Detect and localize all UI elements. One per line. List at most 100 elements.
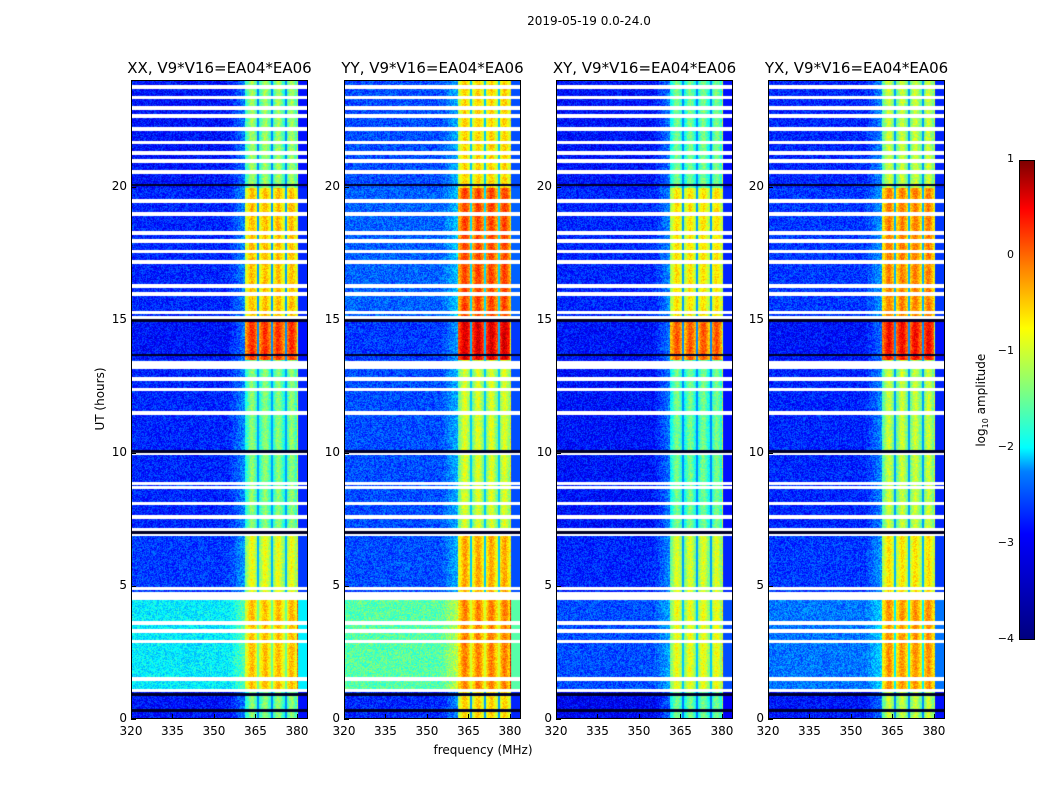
colorbar-tick-label: −3 (997, 536, 1014, 549)
y-tick-label: 20 (111, 178, 127, 193)
x-tick-mark (385, 714, 387, 719)
x-tick-label: 365 (457, 724, 480, 738)
y-tick-mark (768, 719, 773, 720)
y-tick-mark (131, 319, 136, 321)
y-tick-mark (131, 186, 136, 188)
x-tick-label: 320 (332, 724, 356, 738)
x-tick-mark (809, 714, 811, 719)
x-tick-mark (638, 714, 640, 719)
y-tick-label: 10 (536, 444, 552, 459)
y-tick-label: 10 (111, 444, 127, 459)
x-tick-mark (131, 714, 132, 719)
y-tick-mark (131, 452, 136, 454)
y-tick-label: 5 (544, 577, 552, 592)
x-tick-mark (680, 714, 682, 719)
x-tick-mark (509, 714, 511, 719)
heatmap-panel (768, 80, 945, 719)
y-tick-mark (131, 719, 136, 720)
x-tick-label: 380 (285, 724, 309, 738)
panel-title: XY, V9*V16=EA04*EA06 (552, 59, 737, 77)
heatmap-canvas (132, 81, 307, 718)
x-tick-label: 335 (374, 724, 397, 738)
heatmap-panel (344, 80, 521, 719)
y-tick-label: 5 (332, 577, 340, 592)
y-tick-label: 15 (324, 311, 340, 326)
x-tick-label: 350 (415, 724, 439, 738)
x-tick-label: 350 (839, 724, 863, 738)
x-tick-label: 365 (669, 724, 692, 738)
y-tick-mark (344, 719, 349, 720)
figure-title: 2019-05-19 0.0-24.0 (527, 14, 651, 28)
y-tick-mark (556, 585, 561, 587)
x-tick-label: 365 (244, 724, 267, 738)
panel-title: YY, V9*V16=EA04*EA06 (341, 59, 524, 77)
heatmap-canvas (345, 81, 520, 718)
colorbar-label-rest: amplitude (973, 353, 988, 419)
y-tick-mark (556, 319, 561, 321)
heatmap-canvas (769, 81, 944, 718)
x-tick-mark (213, 714, 215, 719)
y-tick-mark (344, 319, 349, 321)
y-tick-mark (344, 452, 349, 454)
y-tick-mark (131, 585, 136, 587)
y-tick-mark (344, 585, 349, 587)
colorbar-tick-label: −4 (997, 632, 1014, 645)
panel-title: YX, V9*V16=EA04*EA06 (764, 59, 949, 77)
x-tick-label: 335 (798, 724, 821, 738)
x-tick-mark (850, 714, 852, 719)
x-tick-label: 320 (119, 724, 143, 738)
y-tick-mark (556, 186, 561, 188)
x-tick-mark (768, 714, 769, 719)
colorbar-tick-label: −1 (997, 344, 1014, 357)
y-axis-label: UT (hours) (93, 367, 107, 431)
x-tick-mark (556, 714, 557, 719)
colorbar-tick-label: 0 (1007, 248, 1014, 261)
y-tick-label: 5 (119, 577, 127, 592)
x-tick-mark (597, 714, 599, 719)
y-tick-label: 20 (748, 178, 764, 193)
y-tick-label: 15 (111, 311, 127, 326)
y-tick-label: 20 (324, 178, 340, 193)
y-tick-mark (768, 452, 773, 454)
y-tick-label: 10 (748, 444, 764, 459)
y-tick-label: 15 (536, 311, 552, 326)
colorbar (1019, 160, 1035, 640)
x-tick-label: 380 (498, 724, 522, 738)
heatmap-panel (131, 80, 308, 719)
y-tick-mark (556, 452, 561, 454)
colorbar-tick-label: 1 (1007, 152, 1014, 165)
x-tick-mark (344, 714, 345, 719)
x-tick-mark (296, 714, 298, 719)
x-tick-label: 320 (756, 724, 780, 738)
x-tick-label: 380 (710, 724, 734, 738)
x-axis-label: frequency (MHz) (433, 743, 533, 757)
colorbar-label-sub: 10 (981, 418, 991, 429)
x-tick-label: 320 (544, 724, 568, 738)
y-tick-mark (768, 319, 773, 321)
x-tick-mark (721, 714, 723, 719)
x-tick-label: 335 (161, 724, 184, 738)
y-tick-label: 5 (756, 577, 764, 592)
y-tick-mark (768, 186, 773, 188)
panel-title: XX, V9*V16=EA04*EA06 (127, 59, 312, 77)
y-tick-label: 0 (332, 711, 340, 725)
x-tick-mark (172, 714, 174, 719)
y-tick-label: 0 (544, 711, 552, 725)
y-tick-label: 10 (324, 444, 340, 459)
x-tick-label: 350 (627, 724, 651, 738)
colorbar-tick-label: −2 (997, 440, 1014, 453)
heatmap-canvas (557, 81, 732, 718)
x-tick-mark (933, 714, 935, 719)
x-tick-mark (892, 714, 894, 719)
y-tick-label: 15 (748, 311, 764, 326)
y-tick-mark (556, 719, 561, 720)
y-tick-mark (768, 585, 773, 587)
x-tick-mark (468, 714, 470, 719)
x-tick-label: 380 (922, 724, 946, 738)
x-tick-mark (426, 714, 428, 719)
y-tick-mark (344, 186, 349, 188)
x-tick-label: 335 (586, 724, 609, 738)
y-tick-label: 20 (536, 178, 552, 193)
x-tick-label: 350 (202, 724, 226, 738)
